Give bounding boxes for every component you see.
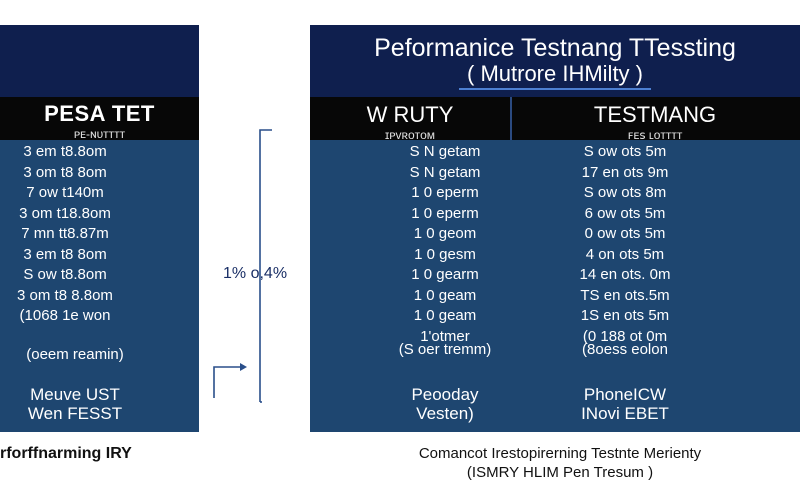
right-column-a-row: S N getam: [409, 163, 481, 181]
right-column-a-row: 1 0 geam: [413, 286, 477, 304]
right-column-b-summary: (8oess eolon: [582, 341, 668, 358]
right-column-b-row: 0 ow ots 5m: [584, 225, 666, 242]
right-column-a-header: W RUTY ɪᴘᴠʀᴏᴛᴏᴍ: [310, 97, 510, 142]
left-row: 3 om t8 8om: [23, 163, 107, 181]
left-row: 7 mn tt8.87m: [21, 225, 109, 242]
left-footer-line-2: Wen FESST: [27, 404, 123, 423]
right-caption-line-1: Comancot Irestopirerning Testnte Merient…: [418, 445, 702, 462]
return-arrowhead: [240, 363, 247, 371]
right-column-a-row: 1 0 gesm: [414, 245, 476, 263]
left-row: 3 em t8.8om: [23, 143, 107, 160]
right-column-a-row: 1 0 geam: [413, 307, 477, 324]
right-column-b-row: S ow ots 5m: [583, 143, 667, 160]
right-column-b-row: 17 en ots 9m: [581, 163, 669, 181]
left-row: S ow t8.8om: [23, 266, 107, 283]
right-column-a-footer-line-2: Vesten): [416, 404, 474, 423]
right-column-b-row: 4 on ots 5m: [585, 245, 665, 263]
right-column-b-row: S ow ots 8m: [583, 184, 667, 201]
left-footer: Meuve UST Wen FESST: [0, 385, 150, 423]
right-column-b-header-title: TESTMANG: [593, 102, 717, 127]
bracket-top-line: [259, 129, 272, 402]
right-column-a-summary: (S oer tremm): [398, 341, 492, 358]
right-column-a-row: 1 0 geom: [413, 225, 477, 242]
right-column-b-footer: PhoneICW INovi EBET: [560, 385, 690, 423]
right-column-a-footer: Peooday Vesten): [370, 385, 520, 423]
right-subtitle: ( Mutrore IHMilty ): [459, 61, 651, 90]
right-column-a-header-title: W RUTY: [366, 102, 454, 127]
left-caption: rforffnarming IRY: [0, 445, 132, 462]
right-caption-line-2: (ISMRY HLIM Pen Tresum ): [466, 464, 654, 481]
right-column-a-row: 1 0 eperm: [411, 204, 479, 222]
return-arrow-line: [213, 366, 240, 398]
left-row-list: 3 em t8.8om 3 om t8 8om 7 ow t140m 3 om t18…: [0, 142, 130, 327]
right-column-a-row: S N getam: [409, 143, 481, 160]
left-row: 3 om t18.8om: [19, 204, 111, 222]
right-column-b-row-list: S ow ots 5m 17 en ots 9m S ow ots 8m 6 ow o…: [560, 142, 690, 347]
right-title: Peformanice Testnang TTessting: [374, 34, 736, 62]
left-panel-body: 3 em t8.8om 3 om t8 8om 7 ow t140m 3 om t18…: [0, 140, 199, 432]
right-column-b-row: 14 en ots. 0m: [579, 266, 671, 283]
right-column-b-row: 6 ow ots 5m: [584, 204, 666, 222]
left-row: (1068 1e won: [19, 307, 111, 324]
left-column-header: PESA TET ᴘᴇ-ɴᴜᴛᴛᴛᴛ: [0, 97, 199, 141]
right-column-a-header-subtitle: ɪᴘᴠʀᴏᴛᴏᴍ: [384, 128, 436, 142]
right-column-b-footer-line-2: INovi EBET: [581, 404, 669, 423]
left-row: 3 om t8 8.8om: [17, 286, 113, 304]
right-column-a-row-list: S N getam S N getam 1 0 eperm 1 0 eperm 1 0 …: [390, 142, 500, 347]
right-column-a-row: 1 0 gearm: [411, 266, 479, 283]
right-caption: Comancot Irestopirerning Testnte Merient…: [330, 444, 790, 482]
right-column-a-row: 1'otmer: [420, 327, 470, 345]
right-column-b-row: TS en ots.5m: [580, 286, 670, 304]
right-subtitle-wrap: ( Mutrore IHMilty ): [310, 61, 800, 90]
bracket-connector: [213, 129, 272, 403]
left-column-header-subtitle: ᴘᴇ-ɴᴜᴛᴛᴛᴛ: [73, 127, 126, 141]
right-column-b-row: 1S en ots 5m: [580, 307, 670, 324]
left-row: 7 ow t140m: [26, 184, 104, 201]
middle-percent-label: 1% o,4%: [223, 265, 288, 282]
right-column-a-footer-line-1: Peooday: [411, 385, 479, 404]
right-header-band: Peformanice Testnang TTessting ( Mutrore…: [310, 25, 800, 97]
right-column-b-footer-line-1: PhoneICW: [583, 385, 667, 404]
left-column-header-title: PESA TET: [44, 101, 155, 126]
right-column-divider: [510, 97, 512, 140]
left-row: 3 em t8 8om: [23, 245, 107, 263]
right-column-a-row: 1 0 eperm: [411, 184, 479, 201]
right-column-header: W RUTY ɪᴘᴠʀᴏᴛᴏᴍ TESTMANG ꜰᴇꜱ ʟᴏᴛᴛᴛᴛ: [310, 97, 800, 142]
right-panel-body: S N getam S N getam 1 0 eperm 1 0 eperm 1 0 …: [310, 140, 800, 432]
right-column-b-row: (0 188 ot 0m: [582, 327, 668, 345]
left-footer-line-1: Meuve UST: [30, 385, 120, 404]
right-column-b-header-subtitle: ꜰᴇꜱ ʟᴏᴛᴛᴛᴛ: [627, 128, 683, 142]
right-column-b-header: TESTMANG ꜰᴇꜱ ʟᴏᴛᴛᴛᴛ: [510, 97, 800, 142]
left-header-band: [0, 25, 199, 97]
left-summary: (oeem reamin): [26, 346, 124, 363]
